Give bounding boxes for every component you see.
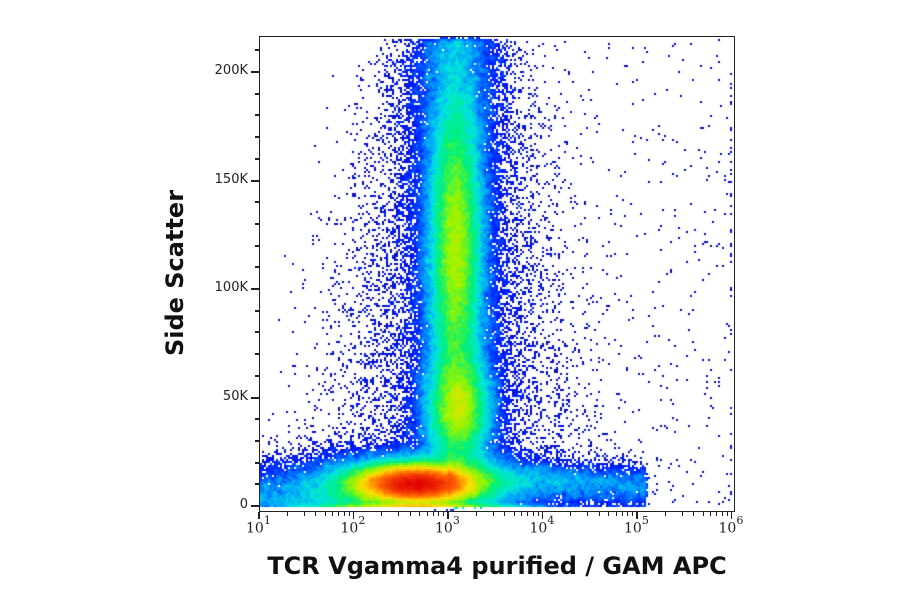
x-tick-exponent: 1 — [263, 514, 271, 527]
y-minor-tick — [255, 201, 259, 204]
x-minor-tick — [475, 512, 477, 516]
x-minor-tick — [537, 512, 539, 516]
x-tick-label: 102 — [340, 514, 366, 537]
y-major-tick — [251, 396, 259, 399]
x-minor-tick — [286, 512, 288, 516]
x-major-tick — [352, 512, 355, 519]
x-minor-tick — [664, 512, 666, 516]
y-minor-tick — [255, 439, 259, 442]
y-tick-label: 150K — [214, 171, 248, 187]
y-tick-label: 0 — [239, 497, 248, 512]
x-tick-exponent: 6 — [736, 514, 744, 527]
x-minor-tick — [681, 512, 683, 516]
x-minor-tick — [419, 512, 421, 516]
density-plot-area — [260, 37, 735, 512]
x-tick-label: 101 — [246, 514, 271, 537]
y-minor-tick — [255, 244, 259, 247]
x-minor-tick — [432, 512, 434, 516]
y-minor-tick — [255, 266, 259, 269]
y-tick-label: 100K — [214, 280, 248, 295]
x-minor-tick — [315, 512, 317, 516]
x-major-tick — [258, 512, 260, 519]
x-minor-tick — [348, 512, 350, 516]
y-minor-tick — [255, 374, 259, 377]
y-minor-tick — [255, 157, 259, 160]
x-minor-tick — [527, 512, 529, 516]
x-minor-tick — [521, 512, 523, 516]
x-minor-tick — [570, 512, 572, 516]
x-minor-tick — [693, 512, 695, 516]
x-tick-base: 10 — [246, 520, 264, 537]
x-minor-tick — [438, 512, 440, 516]
x-minor-tick — [702, 512, 704, 516]
x-tick-exponent: 4 — [547, 514, 555, 527]
x-minor-tick — [343, 512, 345, 516]
x-minor-tick — [338, 512, 340, 516]
y-minor-tick — [255, 114, 259, 117]
x-tick-base: 10 — [340, 520, 359, 537]
y-minor-tick — [255, 92, 259, 95]
y-minor-tick — [255, 222, 259, 225]
x-minor-tick — [504, 512, 506, 516]
x-minor-tick — [381, 512, 383, 516]
x-minor-tick — [303, 512, 305, 516]
y-axis-label: Side Scatter — [161, 189, 189, 357]
x-tick-exponent: 5 — [641, 514, 649, 527]
x-minor-tick — [716, 512, 718, 516]
x-minor-tick — [426, 512, 428, 516]
x-major-tick — [541, 512, 544, 519]
x-minor-tick — [710, 512, 712, 516]
x-major-tick — [636, 512, 638, 519]
x-tick-label: 104 — [529, 514, 555, 537]
x-tick-exponent: 2 — [358, 514, 366, 527]
x-minor-tick — [443, 512, 445, 516]
x-tick-base: 10 — [624, 520, 642, 537]
x-major-tick — [447, 512, 449, 519]
y-major-tick — [251, 71, 259, 73]
x-minor-tick — [324, 512, 326, 516]
x-tick-base: 10 — [718, 520, 737, 537]
y-major-tick — [251, 505, 259, 507]
y-tick-label: 200K — [214, 63, 248, 78]
x-minor-tick — [598, 512, 600, 516]
x-major-tick — [730, 512, 733, 519]
x-tick-label: 106 — [718, 514, 744, 537]
y-minor-tick — [255, 353, 259, 356]
x-minor-tick — [726, 512, 728, 516]
y-minor-tick — [255, 309, 259, 312]
x-tick-label: 105 — [624, 514, 649, 537]
x-tick-base: 10 — [435, 520, 453, 537]
x-minor-tick — [621, 512, 623, 516]
y-major-tick — [251, 288, 259, 290]
x-minor-tick — [398, 512, 400, 516]
y-tick-label: 50K — [222, 388, 248, 404]
x-tick-base: 10 — [529, 520, 548, 537]
y-minor-tick — [255, 418, 259, 421]
x-minor-tick — [513, 512, 515, 516]
y-minor-tick — [255, 49, 259, 52]
y-minor-tick — [255, 461, 259, 464]
x-minor-tick — [627, 512, 629, 516]
x-minor-tick — [608, 512, 610, 516]
x-minor-tick — [332, 512, 334, 516]
y-minor-tick — [255, 483, 259, 486]
x-minor-tick — [532, 512, 534, 516]
x-tick-label: 103 — [435, 514, 460, 537]
x-minor-tick — [492, 512, 494, 516]
x-minor-tick — [587, 512, 589, 516]
x-axis-label: TCR Vgamma4 purified / GAM APC — [267, 552, 727, 580]
y-minor-tick — [255, 136, 259, 139]
x-minor-tick — [721, 512, 723, 516]
x-minor-tick — [632, 512, 634, 516]
x-minor-tick — [409, 512, 411, 516]
x-minor-tick — [615, 512, 617, 516]
y-minor-tick — [255, 331, 259, 334]
x-tick-exponent: 3 — [452, 514, 460, 527]
y-major-tick — [251, 179, 259, 182]
